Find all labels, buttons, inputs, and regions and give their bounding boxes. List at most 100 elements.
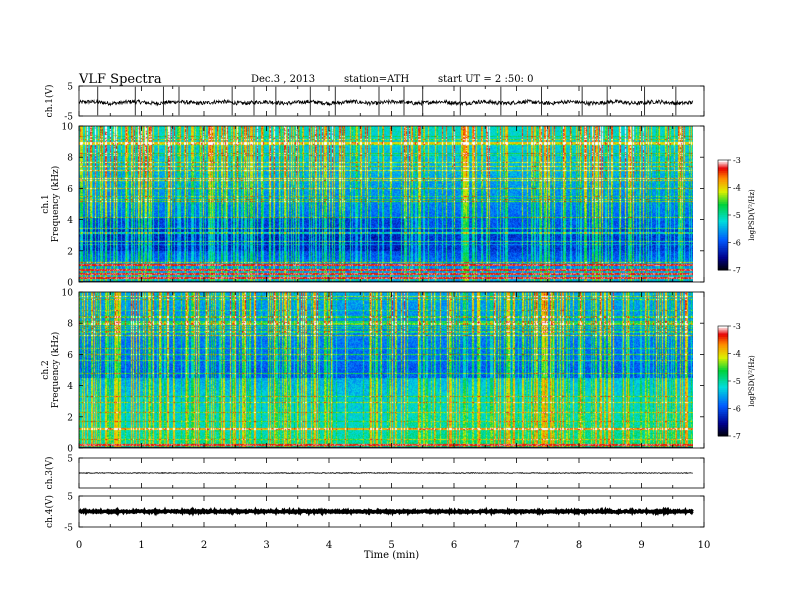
colorbar-cell bbox=[718, 196, 728, 199]
colorbar-cell bbox=[718, 412, 728, 415]
colorbar-cell bbox=[718, 235, 728, 238]
colorbar-cell bbox=[718, 415, 728, 419]
colorbar-cell bbox=[718, 360, 728, 364]
colorbar-cell bbox=[718, 171, 728, 174]
colorbar-cell bbox=[718, 237, 728, 240]
colorbar-cell bbox=[718, 229, 728, 232]
colorbar-cell bbox=[718, 257, 728, 260]
colorbar-cell bbox=[718, 362, 728, 365]
colorbar-cell bbox=[718, 327, 728, 331]
ch3-waveform-ylabel: ch.3(V) bbox=[44, 457, 55, 490]
colorbar-cell bbox=[718, 379, 728, 382]
colorbar-cell bbox=[718, 204, 728, 207]
colorbar-tick-label: -7 bbox=[733, 432, 741, 441]
y-tick-label: 6 bbox=[67, 351, 73, 361]
ch2-spectrogram-image bbox=[79, 292, 693, 448]
colorbar-cell bbox=[718, 194, 728, 198]
colorbar-cell bbox=[718, 348, 728, 351]
y-tick-label: 10 bbox=[62, 123, 74, 133]
colorbar-cell bbox=[718, 342, 728, 345]
y-tick-label: 8 bbox=[67, 320, 73, 330]
y-tick-label: 5 bbox=[67, 493, 73, 503]
ch1-spectrogram-image bbox=[79, 126, 693, 282]
colorbar-cell bbox=[718, 178, 728, 181]
colorbar-tick-label: -3 bbox=[733, 322, 741, 331]
colorbar-cell bbox=[718, 259, 728, 262]
y-tick-label: -5 bbox=[64, 113, 73, 123]
ch4-waveform-ylabel: ch.4(V) bbox=[44, 495, 55, 528]
ch2-spectrogram-ylabel: ch.2 bbox=[41, 360, 51, 379]
colorbar-cell bbox=[718, 174, 728, 177]
x-axis-label: Time (min) bbox=[364, 550, 419, 561]
colorbar-cell bbox=[718, 421, 728, 424]
colorbar-cell bbox=[718, 183, 728, 187]
colorbar-cell bbox=[718, 169, 728, 172]
colorbar-cell bbox=[718, 406, 728, 409]
colorbar-cell bbox=[718, 209, 728, 212]
colorbar-cell bbox=[718, 244, 728, 247]
colorbar-cell bbox=[718, 381, 728, 384]
colorbar-tick-label: -6 bbox=[733, 239, 741, 248]
colorbar-cell bbox=[718, 423, 728, 426]
colorbar-cell bbox=[718, 167, 728, 170]
colorbar-cell bbox=[718, 382, 728, 386]
ch3-waveform-line bbox=[78, 471, 693, 475]
colorbar-cell bbox=[718, 224, 728, 227]
colorbar-cell bbox=[718, 333, 728, 336]
colorbar-cell bbox=[718, 399, 728, 402]
colorbar-cell bbox=[718, 434, 728, 437]
colorbar-cell bbox=[718, 419, 728, 422]
colorbar-cell bbox=[718, 426, 728, 430]
colorbar-cell bbox=[718, 417, 728, 420]
colorbar-cell bbox=[718, 202, 728, 205]
colorbar-cell bbox=[718, 414, 728, 417]
colorbar-cell bbox=[718, 425, 728, 428]
colorbar-tick-label: -5 bbox=[733, 211, 741, 220]
x-tick-label: 0 bbox=[76, 540, 82, 551]
colorbar-tick-label: -5 bbox=[733, 377, 741, 386]
y-tick-label: 4 bbox=[67, 382, 73, 392]
colorbar-cell bbox=[718, 189, 728, 192]
colorbar-cell bbox=[718, 246, 728, 249]
colorbar-cell bbox=[718, 264, 728, 267]
start-time-label: start UT = 2 :50: 0 bbox=[438, 74, 534, 85]
y-tick-label: 2 bbox=[67, 413, 73, 423]
colorbar-label: logPSD(V²/Hz) bbox=[748, 355, 756, 407]
ch1-waveform-line bbox=[78, 98, 694, 107]
colorbar-cell bbox=[718, 231, 728, 234]
colorbar-cell bbox=[718, 359, 728, 362]
ch1-spectrogram-ylabel: Frequency (kHz) bbox=[50, 166, 61, 243]
station-label: station=ATH bbox=[344, 74, 410, 85]
colorbar-cell bbox=[718, 218, 728, 221]
ch1-waveform-ylabel: ch.1(V) bbox=[44, 85, 55, 118]
colorbar-tick-label: -6 bbox=[733, 405, 741, 414]
colorbar-cell bbox=[718, 397, 728, 400]
colorbar-cell bbox=[718, 260, 728, 264]
colorbar-cell bbox=[718, 326, 728, 329]
colorbar-cell bbox=[718, 213, 728, 216]
colorbar-cell bbox=[718, 390, 728, 393]
chart-title: VLF Spectra bbox=[79, 72, 162, 87]
colorbar-cell bbox=[718, 384, 728, 387]
colorbar-cell bbox=[718, 216, 728, 220]
x-tick-label: 1 bbox=[138, 540, 144, 551]
ch4-waveform-line bbox=[78, 506, 694, 517]
colorbar-cell bbox=[718, 335, 728, 338]
colorbar-cell bbox=[718, 255, 728, 258]
colorbar-cell bbox=[718, 176, 728, 179]
colorbar-cell bbox=[718, 404, 728, 408]
colorbar-cell bbox=[718, 187, 728, 190]
colorbar-cell bbox=[718, 251, 728, 254]
colorbar-cell bbox=[718, 393, 728, 397]
y-tick-label: 6 bbox=[67, 185, 73, 195]
colorbar-cell bbox=[718, 371, 728, 375]
ch1-spectrogram-ylabel: ch.1 bbox=[41, 194, 51, 213]
y-tick-label: 4 bbox=[67, 216, 73, 226]
colorbar-cell bbox=[718, 266, 728, 269]
y-tick-label: 5 bbox=[67, 83, 73, 93]
colorbar-cell bbox=[718, 338, 728, 342]
colorbar-cell bbox=[718, 408, 728, 411]
colorbar-tick-label: -4 bbox=[733, 184, 741, 193]
colorbar-cell bbox=[718, 262, 728, 265]
